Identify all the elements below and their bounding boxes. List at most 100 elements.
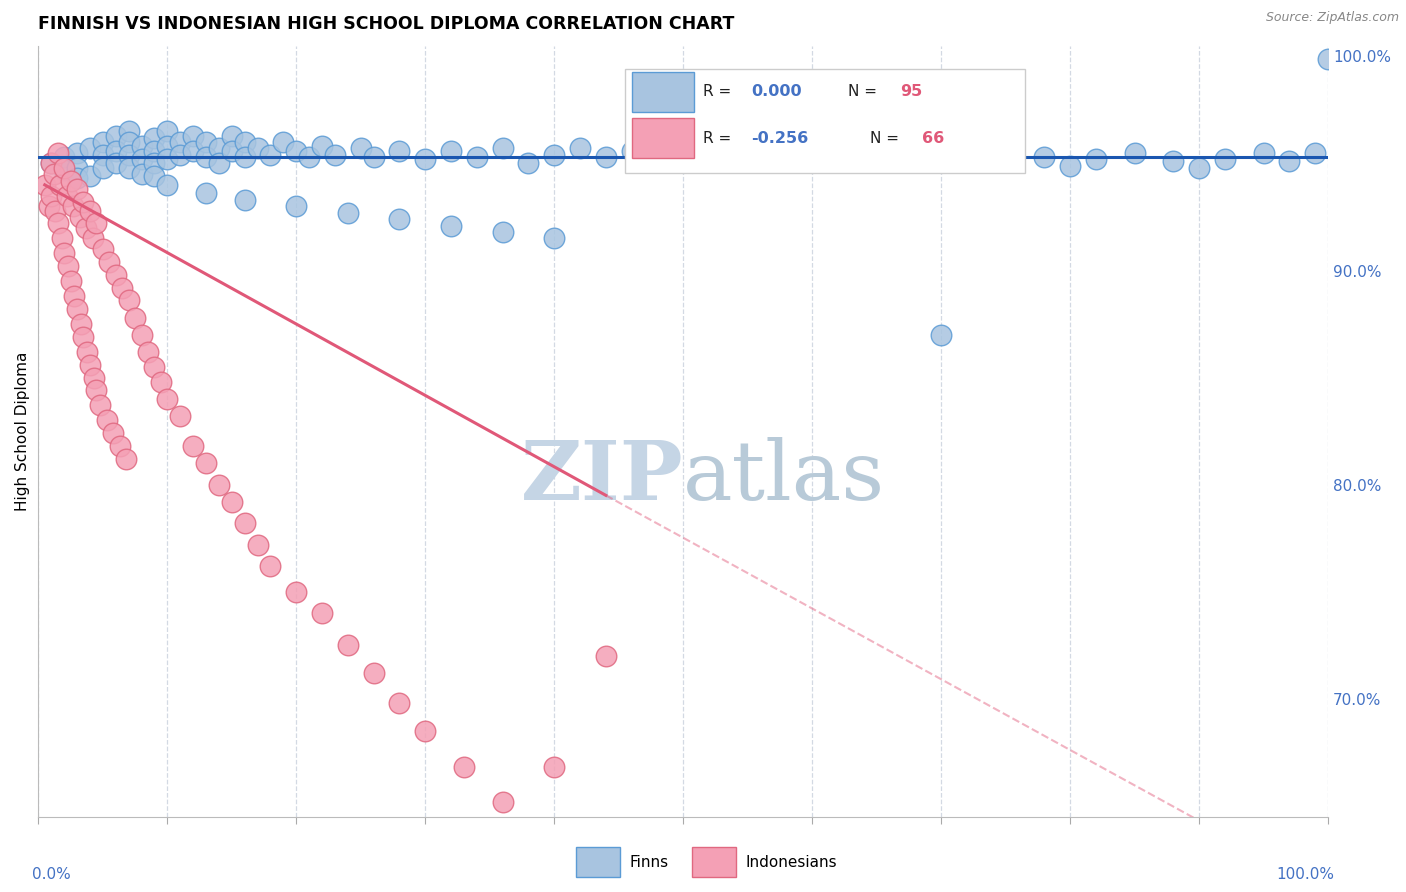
Point xyxy=(543,231,565,245)
FancyBboxPatch shape xyxy=(631,72,693,112)
Point xyxy=(34,178,56,192)
Point xyxy=(221,495,243,509)
Point xyxy=(311,139,333,153)
Point xyxy=(79,169,101,184)
Point xyxy=(323,148,346,162)
Text: Finns: Finns xyxy=(628,855,668,870)
FancyBboxPatch shape xyxy=(626,69,1025,173)
Point xyxy=(363,666,385,681)
Point xyxy=(492,141,515,155)
Point xyxy=(69,210,91,224)
Point xyxy=(543,148,565,162)
Point xyxy=(131,327,153,342)
Point xyxy=(156,139,179,153)
Point xyxy=(465,150,488,164)
Point xyxy=(66,145,89,160)
Point xyxy=(117,161,139,175)
Point xyxy=(156,392,179,406)
Point xyxy=(44,203,66,218)
Text: N =: N = xyxy=(870,130,904,145)
Point xyxy=(117,124,139,138)
Point xyxy=(1213,152,1236,166)
Point xyxy=(595,648,617,663)
Point xyxy=(595,150,617,164)
Point xyxy=(904,145,927,160)
Point xyxy=(63,289,86,303)
Point xyxy=(124,310,146,325)
Point xyxy=(86,216,108,230)
Point xyxy=(697,154,720,169)
Point xyxy=(38,199,60,213)
Point xyxy=(108,439,131,453)
Point xyxy=(517,156,540,170)
Point xyxy=(492,225,515,239)
Point xyxy=(233,135,256,149)
Point xyxy=(285,584,308,599)
Point xyxy=(82,231,104,245)
Point xyxy=(181,144,204,158)
Point xyxy=(1033,150,1056,164)
Point xyxy=(91,161,114,175)
Text: R =: R = xyxy=(703,130,735,145)
Point xyxy=(104,128,127,143)
Point xyxy=(51,231,73,245)
Point xyxy=(208,141,231,155)
Point xyxy=(285,199,308,213)
Text: Source: ZipAtlas.com: Source: ZipAtlas.com xyxy=(1265,11,1399,24)
Point xyxy=(117,148,139,162)
Point xyxy=(775,148,797,162)
Point xyxy=(131,152,153,166)
Point xyxy=(96,413,118,427)
Point xyxy=(620,144,643,158)
Point xyxy=(66,301,89,316)
Point xyxy=(852,144,875,158)
Point xyxy=(1084,152,1107,166)
Point xyxy=(195,150,218,164)
Point xyxy=(143,359,166,374)
Point xyxy=(156,152,179,166)
Point xyxy=(994,141,1017,155)
Point xyxy=(66,182,89,196)
Point xyxy=(42,167,65,181)
Point xyxy=(169,135,191,149)
Point xyxy=(749,154,772,169)
Point xyxy=(298,150,321,164)
Point xyxy=(59,274,82,288)
Point xyxy=(1253,145,1275,160)
Point xyxy=(259,148,281,162)
Text: 95: 95 xyxy=(900,85,922,99)
Point xyxy=(79,358,101,372)
Point xyxy=(55,188,77,202)
Point xyxy=(83,370,105,384)
Point xyxy=(104,144,127,158)
Point xyxy=(75,220,97,235)
Point xyxy=(98,255,121,269)
Point xyxy=(101,426,124,441)
Point xyxy=(233,150,256,164)
Point xyxy=(131,167,153,181)
Point xyxy=(39,156,62,170)
Point xyxy=(956,148,979,162)
Text: Indonesians: Indonesians xyxy=(745,855,837,870)
Point xyxy=(413,723,436,738)
Point xyxy=(879,152,901,166)
Point xyxy=(86,384,108,398)
Text: 66: 66 xyxy=(922,130,943,145)
Point xyxy=(91,148,114,162)
Point xyxy=(1059,159,1081,173)
Text: ZIP: ZIP xyxy=(520,437,683,517)
Point xyxy=(143,169,166,184)
Point xyxy=(79,141,101,155)
Point xyxy=(143,156,166,170)
Point xyxy=(569,141,592,155)
Point xyxy=(1317,52,1340,66)
Point xyxy=(66,171,89,186)
Point xyxy=(79,203,101,218)
Point xyxy=(46,145,69,160)
Point xyxy=(136,344,159,359)
Point xyxy=(53,161,76,175)
Point xyxy=(195,456,218,470)
Point xyxy=(91,135,114,149)
Point xyxy=(149,375,172,389)
Point xyxy=(1188,161,1211,175)
